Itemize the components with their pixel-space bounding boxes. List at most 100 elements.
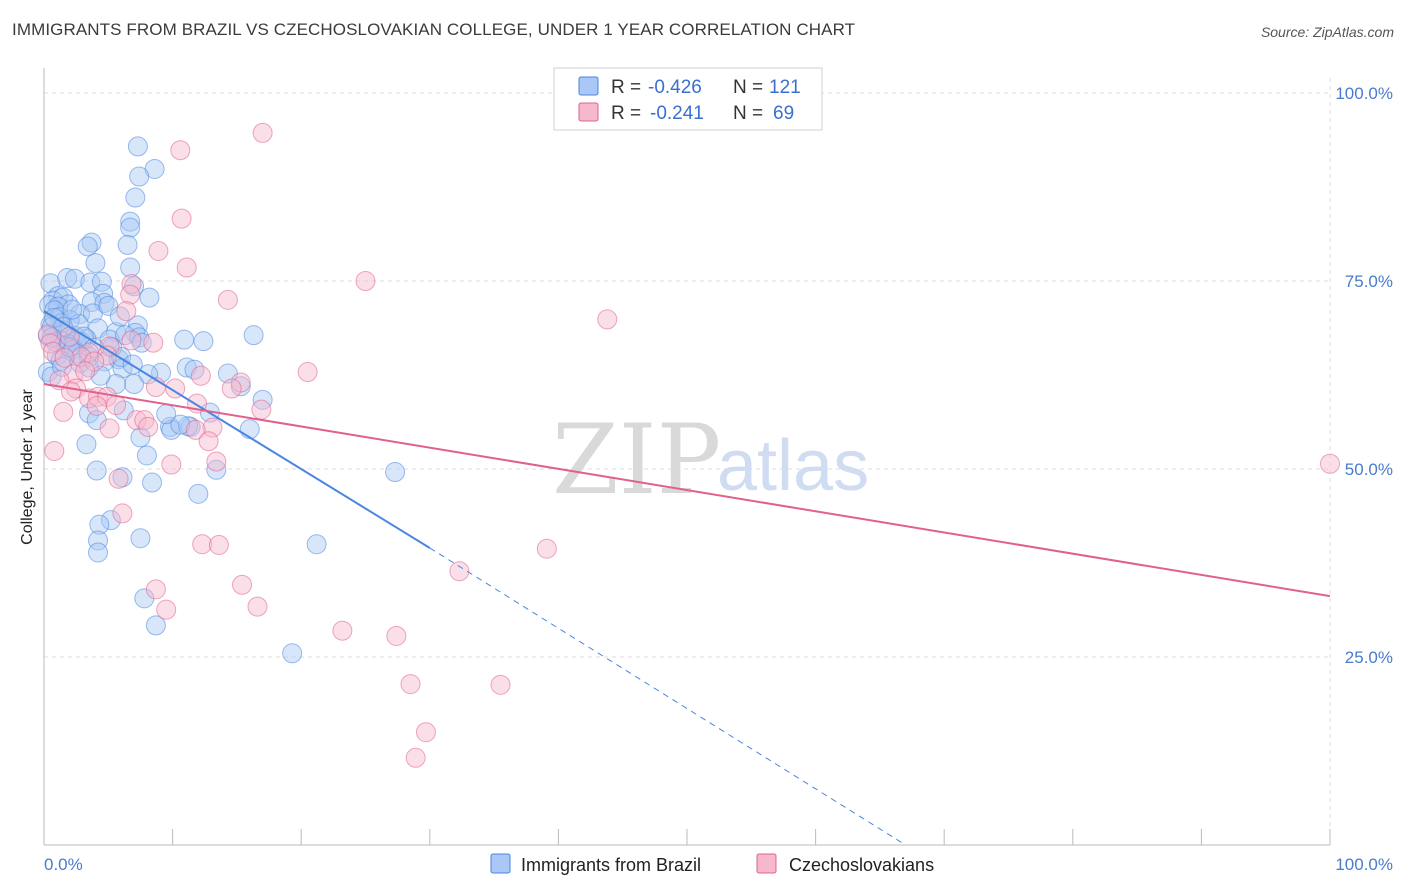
point-czech	[121, 330, 142, 351]
point-czech	[44, 440, 65, 461]
bottom-legend-label-czech: Czechoslovakians	[789, 855, 934, 875]
point-czech	[252, 122, 273, 143]
legend-r-value-2: -0.241	[650, 103, 704, 124]
point-brazil	[127, 136, 148, 157]
point-czech	[386, 625, 407, 646]
point-brazil	[170, 414, 191, 435]
point-czech	[400, 674, 421, 695]
point-brazil	[145, 615, 166, 636]
point-czech	[120, 284, 141, 305]
point-czech	[597, 309, 618, 330]
point-czech	[297, 362, 318, 383]
point-czech	[192, 534, 213, 555]
point-czech	[251, 399, 272, 420]
axes	[43, 68, 1331, 846]
point-czech	[156, 599, 177, 620]
legend-n-value-1: 121	[769, 77, 801, 98]
point-czech	[536, 538, 557, 559]
point-brazil	[117, 234, 138, 255]
legend-n-value-2: 69	[773, 103, 794, 124]
point-brazil	[94, 292, 115, 313]
point-czech	[106, 395, 127, 416]
point-brazil	[193, 331, 214, 352]
point-czech	[232, 574, 253, 595]
point-czech	[176, 257, 197, 278]
trend-line-brazil	[43, 310, 431, 549]
bottom-legend-swatch-czech	[756, 853, 777, 874]
point-czech	[86, 395, 107, 416]
point-brazil	[86, 460, 107, 481]
point-czech	[165, 378, 186, 399]
y-tick-label: 25.0%	[1345, 648, 1393, 667]
x-tick-label: 0.0%	[44, 855, 83, 874]
point-czech	[221, 378, 242, 399]
point-brazil	[100, 510, 121, 531]
point-czech	[116, 301, 137, 322]
point-brazil	[184, 359, 205, 380]
point-czech	[170, 140, 191, 161]
trend-lines	[43, 310, 1331, 846]
legend-swatch-brazil	[578, 76, 599, 96]
point-czech	[202, 417, 223, 438]
point-brazil	[129, 166, 150, 187]
point-brazil	[57, 268, 78, 289]
point-czech	[206, 451, 227, 472]
point-czech	[75, 361, 96, 382]
point-czech	[43, 341, 64, 362]
legend-r-value-1: -0.426	[648, 77, 702, 98]
point-brazil	[136, 445, 157, 466]
point-brazil	[81, 232, 102, 253]
point-brazil	[120, 217, 141, 238]
data-points	[37, 122, 1340, 768]
point-brazil	[41, 327, 62, 348]
bottom-legend: Immigrants from Brazil Czechoslovakians	[490, 853, 934, 875]
point-brazil	[243, 325, 264, 346]
legend-swatch-czech	[578, 102, 599, 122]
point-brazil	[239, 419, 260, 440]
legend-box	[553, 67, 823, 131]
point-czech	[112, 503, 133, 524]
point-brazil	[89, 514, 110, 535]
point-brazil	[139, 287, 160, 308]
point-brazil	[120, 211, 141, 232]
point-czech	[143, 332, 164, 353]
trend-extension-brazil	[429, 547, 906, 846]
point-czech	[171, 208, 192, 229]
point-brazil	[88, 530, 109, 551]
point-czech	[185, 419, 206, 440]
point-czech	[355, 271, 376, 292]
point-brazil	[40, 273, 61, 294]
point-brazil	[130, 528, 151, 549]
point-czech	[405, 747, 426, 768]
point-brazil	[131, 332, 152, 353]
point-brazil	[125, 187, 146, 208]
point-brazil	[282, 643, 303, 664]
point-brazil	[174, 329, 195, 350]
point-czech	[99, 418, 120, 439]
point-czech	[161, 454, 182, 475]
point-brazil	[120, 257, 141, 278]
point-brazil	[188, 483, 209, 504]
point-czech	[148, 240, 169, 261]
point-czech	[126, 410, 147, 431]
point-brazil	[64, 268, 85, 289]
point-brazil	[80, 272, 101, 293]
point-brazil	[124, 374, 145, 395]
y-tick-label: 50.0%	[1345, 460, 1393, 479]
point-czech	[415, 722, 436, 743]
top-legend: R = -0.426 N = 121 R = -0.241 N = 69	[553, 67, 823, 131]
point-czech	[449, 561, 470, 582]
point-czech	[217, 289, 238, 310]
point-czech	[247, 596, 268, 617]
point-czech	[40, 333, 61, 354]
watermark-zip: ZIP	[552, 404, 721, 516]
trend-line-czech	[43, 383, 1331, 598]
source-credit: Source: ZipAtlas.com	[1260, 24, 1394, 40]
point-brazil	[99, 329, 120, 350]
point-brazil	[85, 252, 106, 273]
point-brazil	[79, 403, 100, 424]
point-czech	[61, 381, 82, 402]
legend-n-label-1: N =	[733, 77, 763, 98]
legend-r-label-2: R =	[611, 103, 641, 124]
point-brazil	[76, 434, 97, 455]
